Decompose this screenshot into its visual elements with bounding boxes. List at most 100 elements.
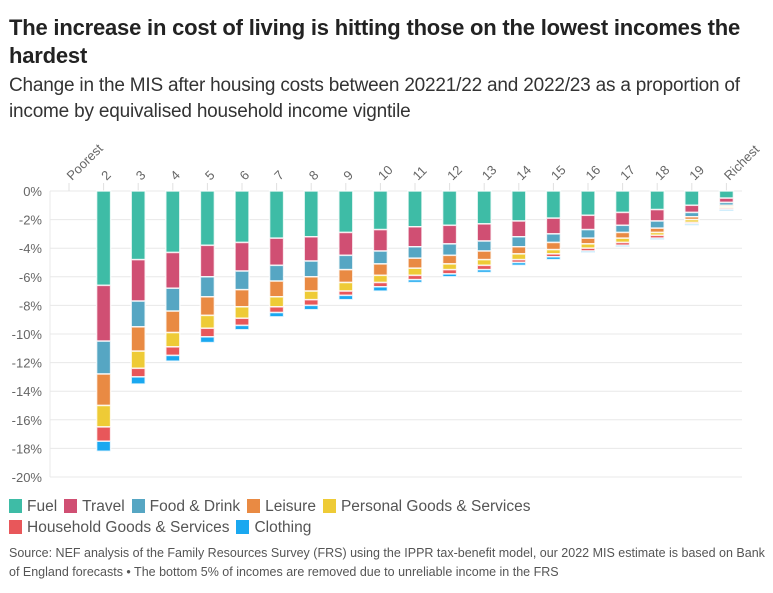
bar-segment-clothing[interactable] xyxy=(165,354,181,362)
bar-segment-personal-goods-services[interactable] xyxy=(199,314,216,330)
bar-segment-clothing[interactable] xyxy=(511,261,527,267)
bar-segment-fuel[interactable] xyxy=(199,190,216,247)
bar-segment-travel[interactable] xyxy=(199,244,216,278)
bar-segment-leisure[interactable] xyxy=(165,310,181,334)
bar-segment-leisure[interactable] xyxy=(614,231,631,239)
bar-segment-leisure[interactable] xyxy=(476,250,492,261)
bar-segment-travel[interactable] xyxy=(441,224,458,245)
bar-segment-clothing[interactable] xyxy=(476,268,492,274)
bar-segment-fuel[interactable] xyxy=(165,190,181,254)
bar-segment-personal-goods-services[interactable] xyxy=(407,267,423,277)
bar-segment-food-drink[interactable] xyxy=(303,260,319,278)
bar-segment-food-drink[interactable] xyxy=(234,270,250,291)
bar-segment-food-drink[interactable] xyxy=(649,220,665,229)
bar-segment-fuel[interactable] xyxy=(338,190,354,234)
bar-segment-clothing[interactable] xyxy=(268,311,285,318)
bar-segment-food-drink[interactable] xyxy=(372,250,389,265)
bar-segment-fuel[interactable] xyxy=(684,190,700,207)
bar-segment-personal-goods-services[interactable] xyxy=(165,331,181,348)
bar-segment-travel[interactable] xyxy=(545,217,562,235)
bar-segment-clothing[interactable] xyxy=(545,256,562,261)
bar-segment-food-drink[interactable] xyxy=(441,243,458,257)
bar-segment-travel[interactable] xyxy=(372,228,389,252)
bar-segment-fuel[interactable] xyxy=(441,190,458,227)
bar-segment-travel[interactable] xyxy=(614,211,631,227)
bar-segment-travel[interactable] xyxy=(476,223,492,242)
bar-segment-fuel[interactable] xyxy=(476,190,492,225)
bar-segment-travel[interactable] xyxy=(234,241,250,272)
bar-segment-clothing[interactable] xyxy=(407,278,423,284)
bar-segment-household-goods-services[interactable] xyxy=(303,298,319,307)
bar-segment-personal-goods-services[interactable] xyxy=(476,258,492,267)
bar-segment-food-drink[interactable] xyxy=(511,236,527,248)
bar-segment-clothing[interactable] xyxy=(372,286,389,292)
bar-segment-fuel[interactable] xyxy=(407,190,423,228)
bar-segment-leisure[interactable] xyxy=(199,296,216,317)
bar-segment-personal-goods-services[interactable] xyxy=(130,350,146,370)
legend-item[interactable]: Leisure xyxy=(247,496,316,517)
bar-segment-travel[interactable] xyxy=(580,214,596,231)
bar-segment-fuel[interactable] xyxy=(718,190,735,199)
bar-segment-personal-goods-services[interactable] xyxy=(372,274,389,284)
legend-item[interactable]: Personal Goods & Services xyxy=(322,496,531,517)
bar-segment-food-drink[interactable] xyxy=(476,240,492,252)
bar-segment-leisure[interactable] xyxy=(545,241,562,251)
legend-item[interactable]: Food & Drink xyxy=(131,496,240,517)
bar-segment-clothing[interactable] xyxy=(130,376,146,385)
bar-segment-personal-goods-services[interactable] xyxy=(511,253,527,261)
bar-segment-household-goods-services[interactable] xyxy=(130,367,146,378)
bar-segment-fuel[interactable] xyxy=(130,190,146,261)
bar-segment-personal-goods-services[interactable] xyxy=(303,290,319,301)
bar-segment-clothing[interactable] xyxy=(338,294,354,301)
bar-segment-clothing[interactable] xyxy=(234,324,250,331)
bar-segment-clothing[interactable] xyxy=(649,237,665,241)
legend-item[interactable]: Household Goods & Services xyxy=(9,517,229,538)
bar-segment-travel[interactable] xyxy=(268,237,285,267)
bar-segment-leisure[interactable] xyxy=(338,268,354,284)
bar-segment-food-drink[interactable] xyxy=(614,224,631,234)
bar-segment-fuel[interactable] xyxy=(614,190,631,214)
bar-segment-fuel[interactable] xyxy=(303,190,319,238)
bar-segment-travel[interactable] xyxy=(407,226,423,248)
bar-segment-clothing[interactable] xyxy=(684,223,700,227)
bar-segment-clothing[interactable] xyxy=(95,440,112,453)
bar-segment-fuel[interactable] xyxy=(95,190,112,287)
bar-segment-leisure[interactable] xyxy=(303,276,319,292)
bar-segment-clothing[interactable] xyxy=(718,208,735,212)
bar-segment-travel[interactable] xyxy=(649,208,665,222)
bar-segment-food-drink[interactable] xyxy=(130,300,146,328)
bar-segment-fuel[interactable] xyxy=(372,190,389,231)
bar-segment-clothing[interactable] xyxy=(303,304,319,311)
bar-segment-food-drink[interactable] xyxy=(338,254,354,271)
bar-segment-household-goods-services[interactable] xyxy=(95,426,112,443)
legend-item[interactable]: Fuel xyxy=(9,496,57,517)
bar-segment-leisure[interactable] xyxy=(95,373,112,407)
bar-segment-leisure[interactable] xyxy=(130,326,146,352)
bar-segment-leisure[interactable] xyxy=(511,246,527,255)
bar-segment-household-goods-services[interactable] xyxy=(234,317,250,327)
bar-segment-leisure[interactable] xyxy=(580,237,596,245)
bar-segment-fuel[interactable] xyxy=(580,190,596,217)
bar-segment-food-drink[interactable] xyxy=(545,233,562,244)
bar-segment-leisure[interactable] xyxy=(372,263,389,277)
bar-segment-food-drink[interactable] xyxy=(199,276,216,298)
bar-segment-food-drink[interactable] xyxy=(165,287,181,312)
bar-segment-household-goods-services[interactable] xyxy=(165,346,181,357)
bar-segment-household-goods-services[interactable] xyxy=(199,327,216,338)
bar-segment-leisure[interactable] xyxy=(234,288,250,308)
bar-segment-fuel[interactable] xyxy=(511,190,527,222)
bar-segment-travel[interactable] xyxy=(130,258,146,302)
bar-segment-clothing[interactable] xyxy=(441,273,458,278)
bar-segment-travel[interactable] xyxy=(303,236,319,262)
legend-item[interactable]: Clothing xyxy=(236,517,311,538)
bar-segment-personal-goods-services[interactable] xyxy=(268,296,285,308)
bar-segment-personal-goods-services[interactable] xyxy=(234,306,250,320)
bar-segment-clothing[interactable] xyxy=(580,250,596,254)
bar-segment-leisure[interactable] xyxy=(441,254,458,265)
bar-segment-food-drink[interactable] xyxy=(580,228,596,239)
bar-segment-leisure[interactable] xyxy=(407,257,423,269)
bar-segment-personal-goods-services[interactable] xyxy=(441,263,458,271)
bar-segment-clothing[interactable] xyxy=(199,336,216,344)
bar-segment-clothing[interactable] xyxy=(614,244,631,248)
bar-segment-food-drink[interactable] xyxy=(268,264,285,282)
